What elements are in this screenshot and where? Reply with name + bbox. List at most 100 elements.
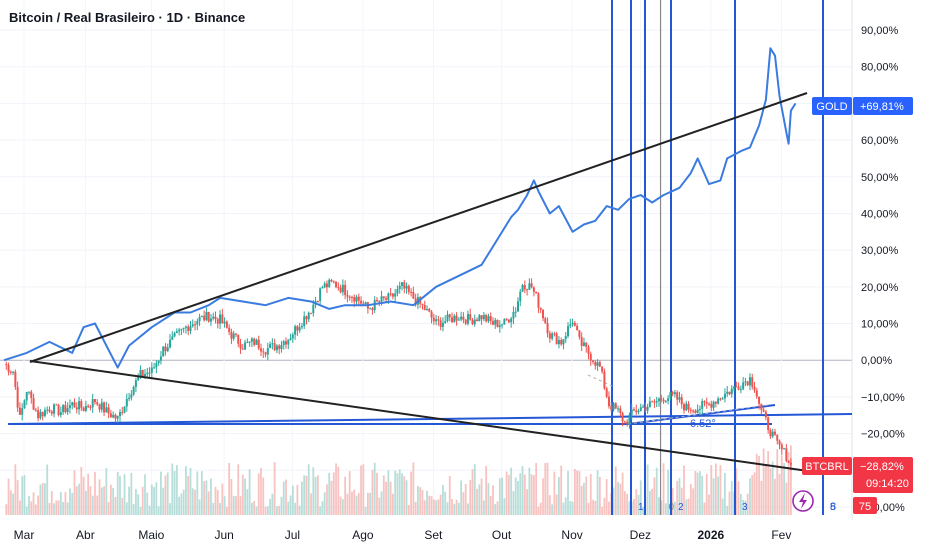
btc-candle [403, 282, 406, 289]
btc-candle [537, 293, 540, 308]
volume-bar [728, 491, 731, 515]
volume-bar [25, 506, 28, 515]
btc-candle [485, 315, 488, 322]
volume-bar [271, 493, 274, 515]
volume-bar [182, 489, 185, 515]
volume-bar [533, 475, 535, 515]
btc-candle [259, 348, 262, 352]
btc-candle [132, 386, 135, 395]
btc-candle [476, 319, 479, 322]
volume-bar [9, 490, 12, 515]
volume-bar [141, 486, 144, 515]
volume-bar [160, 471, 162, 515]
btc-candle [662, 399, 665, 402]
btc-candle [82, 407, 85, 411]
volume-bar [758, 455, 760, 515]
volume-bar [685, 499, 688, 515]
btc-candle [605, 388, 608, 397]
volume-bar [692, 488, 695, 515]
volume-bar [46, 464, 49, 515]
btc-candle [596, 362, 599, 366]
btc-candle [357, 296, 360, 301]
volume-bar [119, 475, 121, 515]
volume-bar [144, 474, 146, 515]
volume-bar [603, 497, 606, 515]
btc-candle [603, 371, 606, 389]
volume-bar [790, 445, 792, 515]
volume-bar [526, 489, 528, 515]
btc-candle [423, 304, 426, 311]
volume-bar [639, 480, 642, 515]
btc-candle [742, 382, 745, 390]
volume-bar [219, 502, 221, 515]
btc-candle [207, 311, 210, 322]
btc-candle [639, 407, 642, 411]
volume-bar [578, 470, 581, 515]
btc-candle [769, 429, 772, 437]
btc-candle [480, 315, 483, 320]
btc-candle [532, 287, 535, 292]
btc-candle [96, 402, 99, 405]
btc-candle [435, 319, 438, 322]
volume-bar [749, 478, 751, 515]
btc-candle [50, 411, 53, 414]
volume-bar [364, 506, 367, 515]
volume-bar [48, 502, 51, 515]
btc-candle [294, 326, 297, 335]
btc-extra: 75 [859, 501, 871, 513]
btc-candle [25, 391, 28, 401]
btc-candle [448, 314, 451, 318]
trendlines-layer [29, 92, 809, 472]
volume-bar [457, 502, 460, 515]
volume-bar [34, 504, 37, 515]
cycle-line-label: 2 [678, 502, 684, 513]
lightning-icon[interactable] [792, 490, 814, 512]
btc-candle [107, 407, 110, 414]
btc-candle [230, 331, 233, 339]
volume-bar [273, 462, 276, 515]
volume-bar [178, 496, 181, 515]
volume-bar [514, 477, 517, 515]
btc-candle [328, 279, 331, 288]
volume-bar [185, 466, 187, 515]
btc-candle [43, 410, 46, 417]
volume-bar [642, 506, 644, 515]
volume-bar [228, 462, 231, 515]
cycle-line-label: 1 [638, 502, 644, 513]
volume-bar [637, 494, 640, 515]
btc-candle [30, 391, 33, 399]
btc-candle [705, 402, 708, 404]
volume-bar [712, 478, 715, 515]
btc-candle [346, 295, 349, 297]
btc-candle [439, 320, 442, 328]
btc-candle [755, 390, 758, 397]
cycle-lines-layer: 012358 [611, 0, 836, 515]
btc-candle [557, 340, 560, 345]
btc-candle [330, 279, 333, 282]
volume-bar [751, 475, 754, 515]
btc-candle [73, 402, 76, 408]
volume-bar [69, 488, 71, 515]
btc-candle [71, 402, 74, 406]
volume-bar [674, 501, 676, 515]
volume-bar [476, 488, 478, 515]
volume-bar [771, 461, 774, 515]
btc-candle [39, 411, 42, 419]
btc-candle [630, 409, 633, 415]
volume-bar [601, 506, 604, 515]
btc-candle [644, 406, 647, 411]
volume-bar [221, 483, 224, 515]
btc-candle [41, 411, 44, 417]
btc-candle [189, 326, 192, 331]
btc-candle [789, 462, 792, 465]
btc-candle [501, 324, 504, 326]
btc-candle [507, 319, 510, 323]
volume-bar [212, 502, 215, 515]
btc-candle [530, 283, 533, 288]
btc-candle [555, 333, 558, 345]
volume-bar [739, 493, 742, 515]
volume-bar [341, 499, 344, 515]
volume-bar [75, 486, 78, 515]
volume-bar [162, 487, 165, 515]
